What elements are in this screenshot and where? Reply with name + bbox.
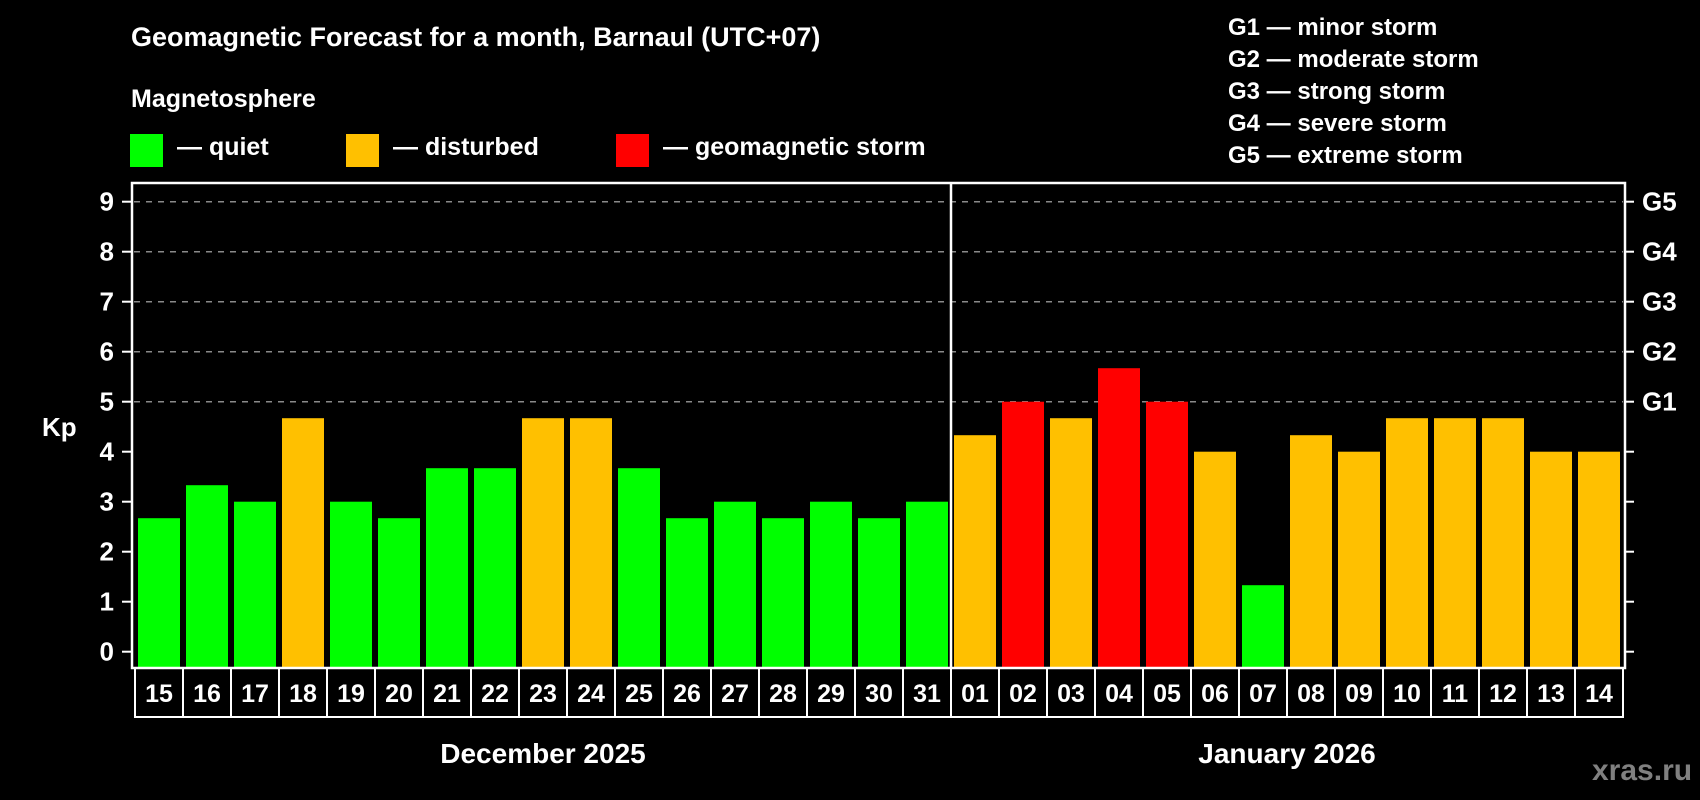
watermark: xras.ru <box>1592 754 1693 787</box>
date-label: 08 <box>1297 680 1325 708</box>
kp-bar <box>138 518 180 667</box>
g-scale-g1: G1 — minor storm <box>1228 14 1438 41</box>
date-label: 20 <box>385 680 413 708</box>
kp-bar <box>1098 368 1140 667</box>
g-level-label: G4 <box>1642 237 1677 267</box>
y-tick-label: 8 <box>100 237 114 267</box>
kp-bar <box>858 518 900 667</box>
date-label: 28 <box>769 680 797 708</box>
date-label: 19 <box>337 680 365 708</box>
kp-bar <box>906 501 948 667</box>
date-label: 31 <box>913 680 941 708</box>
kp-bar <box>330 501 372 667</box>
kp-bar <box>810 501 852 667</box>
kp-bar <box>1002 401 1044 667</box>
date-label: 10 <box>1393 680 1421 708</box>
date-label: 30 <box>865 680 893 708</box>
chart-title: Geomagnetic Forecast for a month, Barnau… <box>131 22 821 52</box>
date-label: 15 <box>145 680 173 708</box>
date-label: 26 <box>673 680 701 708</box>
g-level-label: G5 <box>1642 187 1677 217</box>
y-tick-label: 5 <box>100 387 114 417</box>
kp-bar <box>714 501 756 667</box>
date-label: 07 <box>1249 680 1277 708</box>
kp-bar <box>1290 435 1332 667</box>
date-label: 02 <box>1009 680 1037 708</box>
y-tick-label: 2 <box>100 537 114 567</box>
g-level-label: G1 <box>1642 387 1677 417</box>
date-label: 13 <box>1537 680 1565 708</box>
date-label: 23 <box>529 680 557 708</box>
kp-bar <box>1482 418 1524 667</box>
date-label: 11 <box>1442 680 1469 708</box>
g-level-label: G2 <box>1642 337 1677 367</box>
y-tick-label: 9 <box>100 187 114 217</box>
legend-label-disturbed: — disturbed <box>393 133 539 161</box>
y-axis-label: Kp <box>42 412 77 442</box>
kp-bar <box>1242 585 1284 667</box>
plot-frame <box>130 181 1627 670</box>
kp-bar <box>234 501 276 667</box>
kp-bar <box>378 518 420 667</box>
date-label: 12 <box>1489 680 1517 708</box>
y-tick-label: 4 <box>100 437 115 467</box>
y-tick-label: 6 <box>100 337 114 367</box>
g-level-label: G3 <box>1642 287 1677 317</box>
y-tick-label: 1 <box>100 587 114 617</box>
date-label: 17 <box>241 680 269 708</box>
date-label: 03 <box>1057 680 1085 708</box>
date-label: 27 <box>721 680 749 708</box>
g-scale-g2: G2 — moderate storm <box>1228 46 1479 73</box>
y-tick-label: 0 <box>100 637 114 667</box>
kp-bar <box>1146 401 1188 667</box>
date-label: 09 <box>1345 680 1373 708</box>
legend-heading: Magnetosphere <box>131 85 316 113</box>
legend-swatch-storm <box>616 134 649 167</box>
kp-bar <box>762 518 804 667</box>
kp-bar <box>1338 451 1380 667</box>
legend-label-storm: — geomagnetic storm <box>663 133 926 161</box>
kp-bar <box>570 418 612 667</box>
kp-bar <box>282 418 324 667</box>
date-label: 18 <box>289 680 317 708</box>
legend-swatch-disturbed <box>346 134 379 167</box>
y-tick-label: 3 <box>100 487 114 517</box>
kp-bar <box>522 418 564 667</box>
legend-swatch-quiet <box>130 134 163 167</box>
date-label: 21 <box>433 680 461 708</box>
kp-bar <box>666 518 708 667</box>
kp-bar <box>1434 418 1476 667</box>
date-label: 04 <box>1105 680 1133 708</box>
date-label: 05 <box>1153 680 1181 708</box>
date-label: 06 <box>1201 680 1229 708</box>
month-label: January 2026 <box>1198 738 1375 769</box>
kp-bar <box>426 468 468 667</box>
y-tick-label: 7 <box>100 287 114 317</box>
g-scale-g3: G3 — strong storm <box>1228 78 1446 105</box>
date-label: 24 <box>577 680 605 708</box>
kp-bar <box>618 468 660 667</box>
kp-bar <box>1530 451 1572 667</box>
kp-bar <box>186 485 228 667</box>
kp-bar <box>1194 451 1236 667</box>
date-label: 01 <box>961 680 989 708</box>
date-label: 16 <box>193 680 221 708</box>
kp-bar <box>1050 418 1092 667</box>
date-label: 22 <box>481 680 509 708</box>
date-label: 14 <box>1585 680 1613 708</box>
kp-bar <box>1386 418 1428 667</box>
kp-bar <box>474 468 516 667</box>
legend-label-quiet: — quiet <box>177 133 269 161</box>
month-label: December 2025 <box>440 738 645 769</box>
kp-bar <box>1578 451 1620 667</box>
date-label: 29 <box>817 680 845 708</box>
kp-bar <box>954 435 996 667</box>
g-scale-g5: G5 — extreme storm <box>1228 142 1463 169</box>
g-scale-g4: G4 — severe storm <box>1228 110 1447 137</box>
date-label: 25 <box>625 680 653 708</box>
